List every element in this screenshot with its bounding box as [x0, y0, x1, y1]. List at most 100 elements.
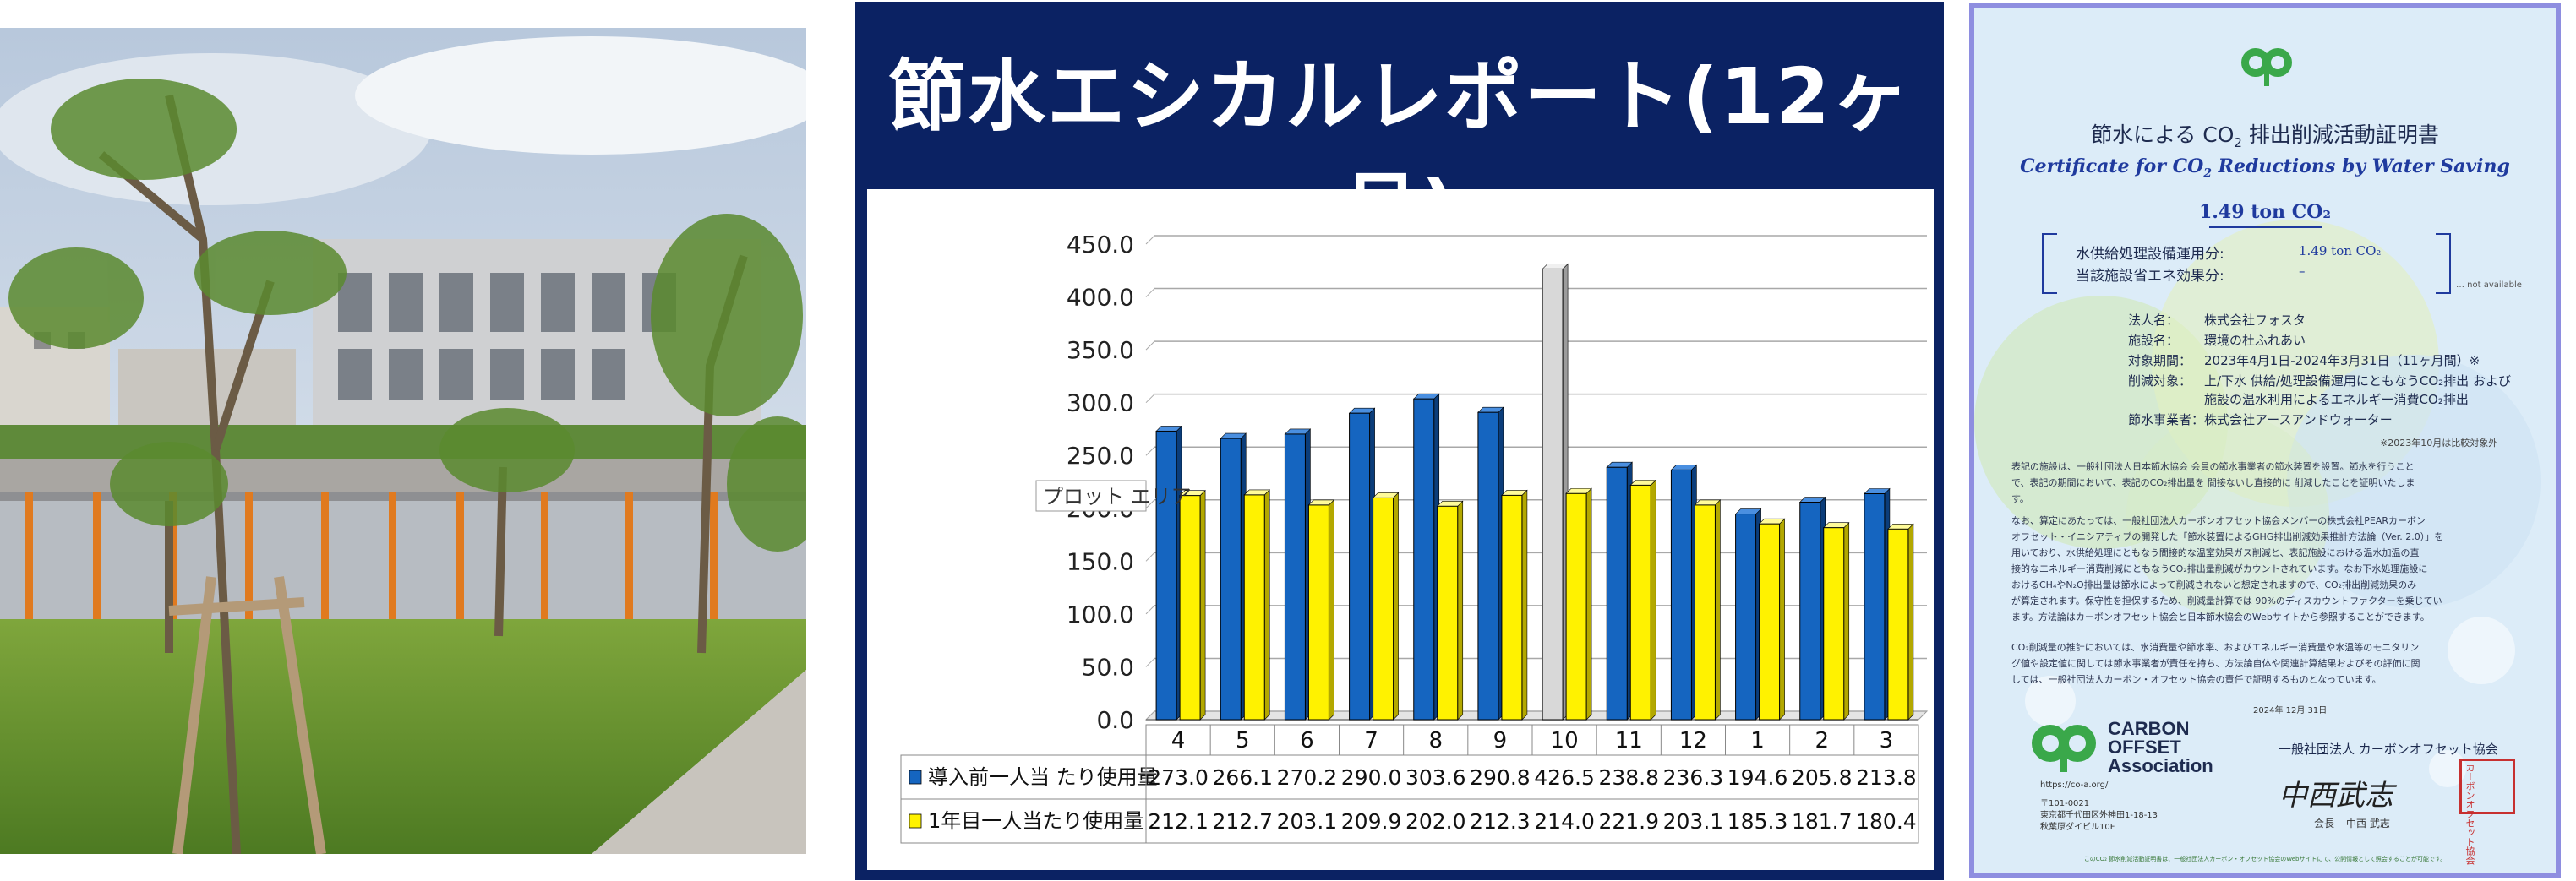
- bracket-right: [2436, 233, 2451, 294]
- data-label: 180.4: [1856, 809, 1917, 834]
- cert-row-label: 削減対象：: [2128, 373, 2192, 389]
- bar-side: [1907, 523, 1914, 721]
- cert-paragraph-line: しては、一般社団法人カーボン・オフセット協会の責任で証明するものとなっています。: [2011, 674, 2382, 685]
- y-tick-label: 300.0: [1067, 389, 1134, 417]
- not-available-note: … not available: [2456, 280, 2522, 290]
- data-label: 202.0: [1405, 809, 1466, 834]
- table-row: [900, 798, 1919, 844]
- certificate-background: [1974, 220, 2541, 787]
- data-label: 212.3: [1470, 809, 1531, 834]
- cert-paragraph-line: ます。方法論はカーボンオフセット協会と日本節水協会のWebサイトから参照すること…: [2011, 612, 2430, 623]
- cert-title-ja: 節水による CO2 排出削減活動証明書: [2091, 122, 2439, 150]
- bar-before: [1413, 398, 1435, 721]
- data-label: 236.3: [1663, 765, 1724, 790]
- y-tick-label: 100.0: [1067, 601, 1134, 628]
- president-label: 会長: [2314, 818, 2335, 829]
- cert-row-label: 施設名：: [2128, 333, 2180, 348]
- y-tick-label: 150.0: [1067, 547, 1134, 575]
- bar-after: [1823, 527, 1845, 721]
- x-category-label: 8: [1428, 728, 1443, 753]
- y-tick-label: 450.0: [1067, 231, 1134, 258]
- cert-amount: 1.49 ton CO₂: [2198, 201, 2332, 223]
- bar-after: [1307, 504, 1329, 721]
- cert-paragraph-line: オフセット・イニシアティブの開発した「節水装置によるGHG排出削減効果推計方法論…: [2011, 531, 2444, 542]
- bar-side: [1843, 521, 1850, 721]
- x-category-label: 2: [1815, 728, 1829, 753]
- bracket-left: [2042, 233, 2057, 294]
- data-label: 213.8: [1856, 765, 1917, 790]
- legend-swatch: [909, 770, 922, 785]
- x-category-label: 9: [1493, 728, 1508, 753]
- bar-before: [1864, 493, 1886, 721]
- bar-after: [1179, 495, 1201, 721]
- x-category-label: 11: [1615, 728, 1643, 753]
- cert-row-label: 節水事業者：: [2128, 412, 2205, 427]
- cert-row-value: 環境の杜ふれあい: [2204, 333, 2306, 348]
- bar-side: [1457, 500, 1464, 721]
- x-category-label: 3: [1880, 728, 1894, 753]
- amount-underline: [2209, 226, 2322, 228]
- data-label: 212.1: [1148, 809, 1209, 834]
- org-url: https://co-a.org/: [2040, 780, 2109, 790]
- gridline-side: [1145, 235, 1155, 245]
- gridline-side: [1145, 710, 1155, 721]
- data-label: 181.7: [1792, 809, 1853, 834]
- cert-paragraph-line: なお、算定にあたっては、一般社団法人カーボンオフセット協会メンバーの株式会社PE…: [2011, 515, 2426, 526]
- org-postal: 〒101-0021: [2040, 799, 2090, 808]
- cert-paragraph-line: す。: [2011, 493, 2029, 504]
- cert-paragraph-line: 接的なエネルギー消費削減にともなうCO₂排出量削減がカウントされています。なお下…: [2011, 563, 2428, 574]
- cert-row-value: 上/下水 供給/処理設備運用にともなうCO₂排出 および: [2204, 373, 2511, 389]
- bar-before: [1799, 502, 1821, 721]
- y-tick-label: 50.0: [1082, 653, 1134, 681]
- cert-row-label: 対象期間：: [2128, 353, 2192, 368]
- bar-side: [1585, 487, 1592, 721]
- data-label: 212.7: [1212, 809, 1273, 834]
- cert-paragraph-line: グ値や設定値に関しては節水事業者が責任を持ち、方法論自体や関連計算結果およびその…: [2011, 658, 2420, 669]
- cert-footnote: ※2023年10月は比較対象外: [2380, 438, 2498, 449]
- data-label: 273.0: [1148, 765, 1209, 790]
- x-category-label: 10: [1551, 728, 1579, 753]
- cert-title-en: Certificate for CO2 Reductions by Water …: [2020, 155, 2510, 181]
- x-category-label: 7: [1364, 728, 1378, 753]
- data-label: 270.2: [1277, 765, 1338, 790]
- bar-side: [1715, 499, 1721, 721]
- data-label: 185.3: [1727, 809, 1788, 834]
- bar-chart: 0.050.0100.0150.0200.0250.0300.0350.0400…: [900, 231, 1929, 844]
- data-label: 214.0: [1534, 809, 1595, 834]
- certificate: 節水による CO2 排出削減活動証明書 Certificate for CO2 …: [1969, 3, 2561, 878]
- legend-label: 導入前一人当 たり使用量: [928, 765, 1158, 789]
- bar-side: [1393, 492, 1399, 721]
- y-tick-label: 0.0: [1096, 706, 1134, 734]
- gridline-side: [1145, 340, 1155, 351]
- bottom-note: このCO₂ 節水削減活動証明書は、一般社団法人カーボン・オフセット協会のWebサ…: [2083, 856, 2447, 862]
- cert-row-value: 2023年4月1日-2024年3月31日（11ヶ月間）※: [2204, 353, 2480, 368]
- data-label: 194.6: [1727, 765, 1788, 790]
- org-logo-text: CARBON OFFSET Association: [2108, 718, 2213, 776]
- leaf-logo-icon: [2241, 48, 2292, 86]
- legend-swatch: [909, 813, 922, 829]
- data-label: 209.9: [1341, 809, 1402, 834]
- cert-paragraph-line: 用いており、水供給処理にともなう間接的な温室効果ガス削減と、表記施設における温水…: [2011, 547, 2420, 558]
- official-seal: カーボンオフセット協会: [2459, 759, 2515, 865]
- carbon-offset-logo-icon: [2032, 725, 2096, 772]
- bar-before: [1606, 466, 1628, 721]
- cert-row-label: 法人名：: [2128, 313, 2180, 328]
- legend-label: 1年目一人当たり使用量: [928, 809, 1143, 833]
- x-category-label: 12: [1679, 728, 1707, 753]
- bar-before: [1670, 469, 1692, 721]
- data-label: 238.8: [1598, 765, 1659, 790]
- data-label: 221.9: [1598, 809, 1659, 834]
- data-label: 266.1: [1212, 765, 1273, 790]
- data-label: 290.8: [1470, 765, 1531, 790]
- chart-panel: 節水エシカルレポート(12ヶ月) 0.050.0100.0150.0200.02…: [855, 2, 1944, 880]
- bar-before: [1155, 430, 1177, 721]
- cert-row-value: 株式会社フォスタ: [2204, 313, 2306, 328]
- cert-paragraph-line: 表記の施設は、一般社団法人日本節水協会 会員の節水事業者の節水装置を設置。節水を…: [2011, 461, 2415, 472]
- y-tick-label: 400.0: [1067, 284, 1134, 312]
- gridline-side: [1145, 658, 1155, 667]
- breakdown-2-value: –: [2299, 264, 2306, 279]
- breakdown-1-label: 水供給処理設備運用分:: [2076, 246, 2224, 263]
- gridline-side: [1145, 394, 1155, 404]
- data-label: 426.5: [1534, 765, 1595, 790]
- data-label: 203.1: [1663, 809, 1724, 834]
